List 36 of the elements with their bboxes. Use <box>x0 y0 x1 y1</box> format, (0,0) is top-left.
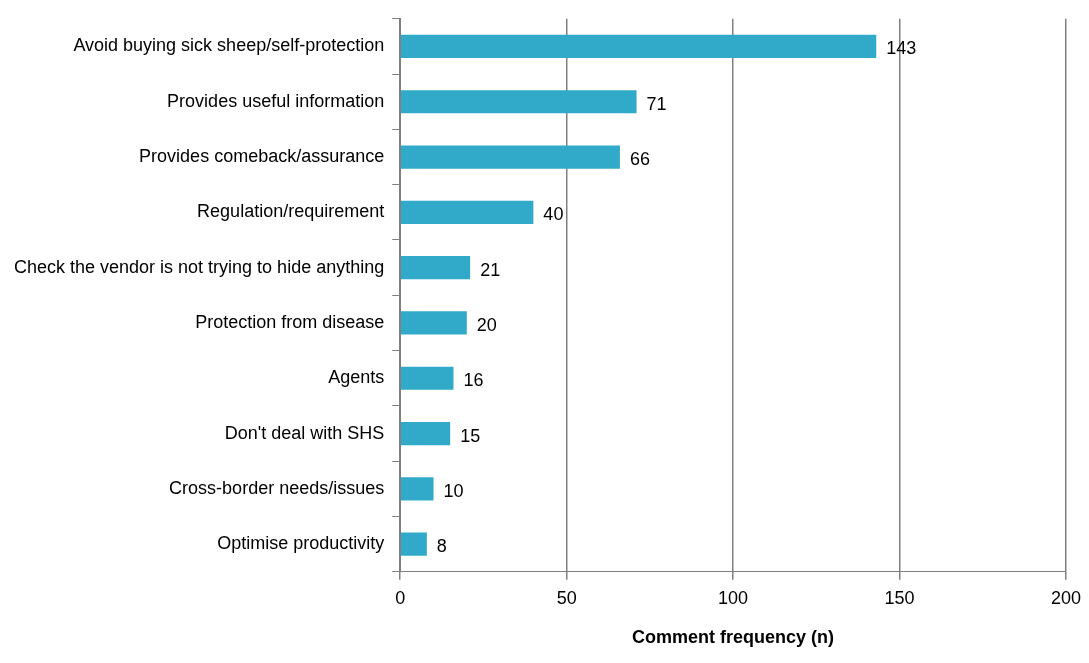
bar <box>400 256 471 280</box>
x-tick-label: 200 <box>1050 587 1082 608</box>
y-tick-label: Don't deal with SHS <box>224 422 385 443</box>
data-label: 15 <box>460 425 481 446</box>
y-tick-label: Check the vendor is not trying to hide anything <box>13 256 385 277</box>
bar <box>400 366 454 390</box>
data-label: 20 <box>476 314 497 335</box>
y-tick-label: Provides useful information <box>167 90 385 111</box>
bar <box>400 532 427 556</box>
y-tick-label: Cross-border needs/issues <box>169 477 385 498</box>
y-tick-label: Optimise productivity <box>217 533 385 554</box>
y-tick-label: Avoid buying sick sheep/self-protection <box>73 35 385 56</box>
bar <box>400 477 434 501</box>
y-tick-label: Agents <box>328 367 385 388</box>
bar <box>400 34 877 59</box>
y-tick-label: Regulation/requirement <box>197 201 385 222</box>
x-tick-label: 0 <box>395 587 406 608</box>
y-tick-label: Protection from disease <box>195 311 385 332</box>
bar <box>400 90 637 114</box>
x-tick-label: 150 <box>884 587 915 608</box>
data-label: 66 <box>629 149 650 170</box>
y-tick-label: Provides comeback/assurance <box>139 146 385 167</box>
bar <box>400 200 534 224</box>
data-label: 40 <box>543 204 564 225</box>
bar <box>400 421 451 446</box>
bar <box>400 311 467 335</box>
x-axis-title: Comment frequency (n) <box>632 627 835 648</box>
data-label: 71 <box>646 93 667 114</box>
data-label: 8 <box>436 536 447 557</box>
data-label: 21 <box>480 259 501 280</box>
x-tick-label: 100 <box>718 587 749 608</box>
data-label: 10 <box>443 480 464 501</box>
data-label: 143 <box>886 38 917 59</box>
bar <box>400 145 620 169</box>
x-tick-label: 50 <box>556 587 577 608</box>
data-label: 16 <box>463 370 484 391</box>
